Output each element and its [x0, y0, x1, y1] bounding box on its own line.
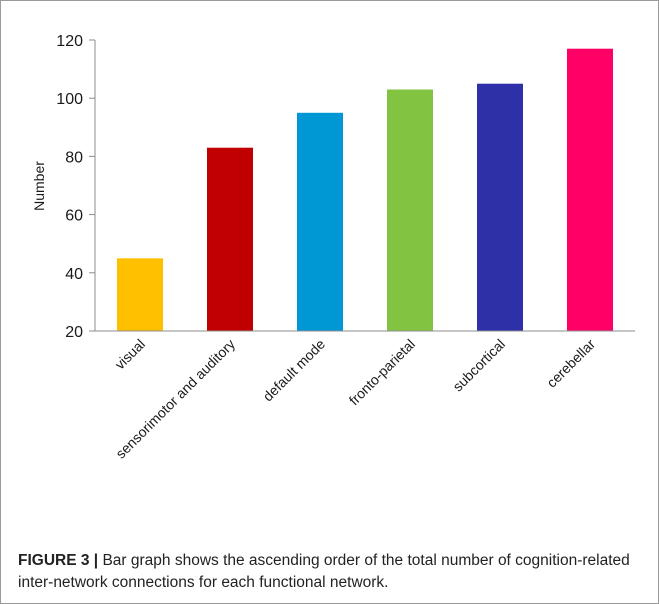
caption-label: FIGURE 3 | [18, 552, 98, 569]
bar-visual [117, 258, 163, 331]
y-tick-label: 100 [56, 91, 83, 108]
y-axis-label: Number [31, 161, 47, 211]
y-tick-label: 120 [56, 33, 83, 50]
bar-fronto-parietal [387, 90, 433, 332]
bar-sensorimotor-and-auditory [207, 148, 253, 331]
bar-cerebellar [567, 49, 613, 331]
figure-caption: FIGURE 3 | Bar graph shows the ascending… [18, 550, 638, 594]
y-tick-label: 40 [65, 266, 83, 283]
x-tick-label: subcortical [449, 336, 508, 395]
x-tick-label: default mode [260, 336, 329, 405]
y-tick-label: 60 [65, 208, 83, 225]
x-tick-label: fronto-parietal [346, 336, 418, 408]
y-tick-labels: 20 40 60 80 100 120 [56, 33, 95, 341]
x-tick-label: visual [111, 336, 148, 373]
y-tick-label: 80 [65, 149, 83, 166]
caption-text: Bar graph shows the ascending order of t… [18, 552, 630, 591]
x-tick-label: cerebellar [543, 336, 598, 391]
bar-default-mode [297, 113, 343, 331]
bar-subcortical [477, 84, 523, 331]
y-tick-label: 20 [65, 324, 83, 341]
bars-group [117, 49, 613, 331]
